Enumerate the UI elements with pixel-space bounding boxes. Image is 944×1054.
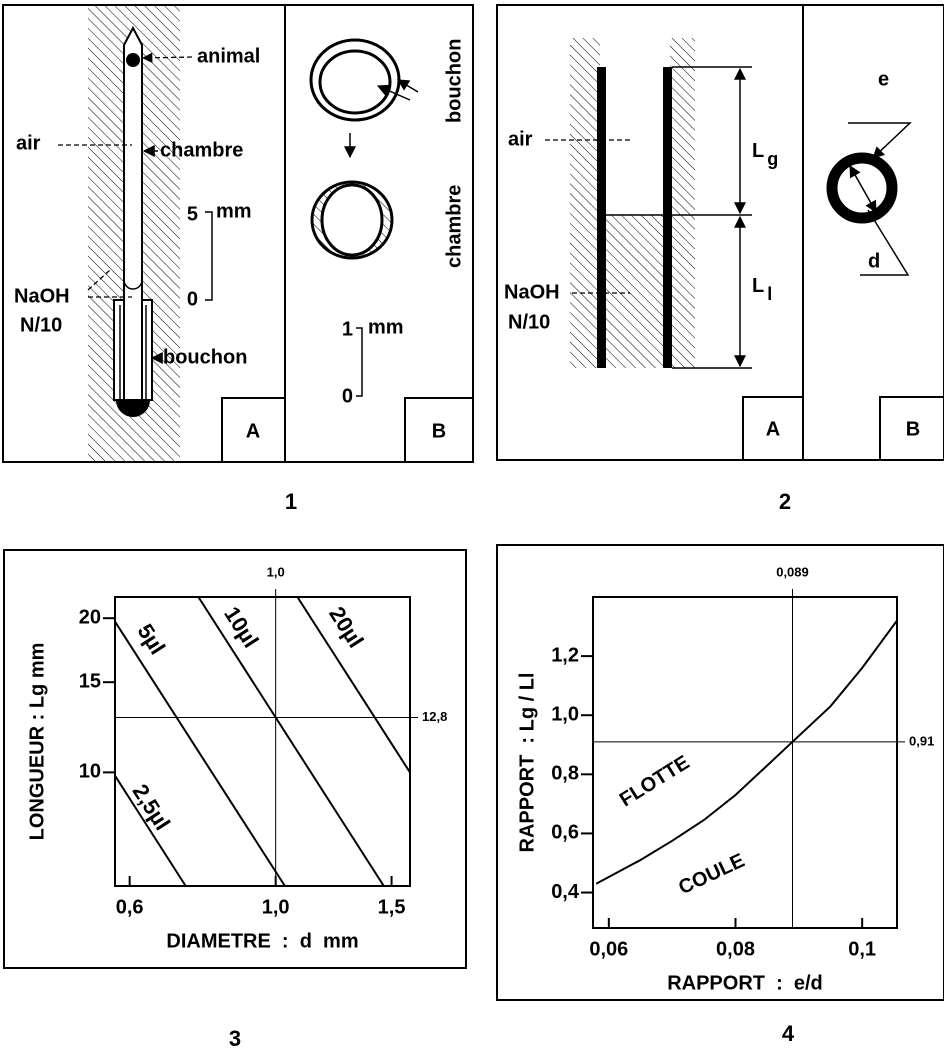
scale-label: 5	[187, 203, 198, 225]
x-tick-label: 1,0	[262, 896, 290, 918]
x-tick-label: 0,1	[848, 938, 876, 960]
caption: 2	[779, 489, 791, 514]
plot-box	[593, 597, 897, 928]
letter: L	[752, 140, 764, 162]
y-axis-label: RAPPORT : Lg / Ll	[516, 673, 538, 853]
frame	[497, 5, 944, 460]
reference-label: 0,91	[909, 733, 934, 748]
label: chambre	[160, 139, 243, 161]
label: N/10	[508, 311, 550, 333]
x-axis-label: RAPPORT : e/d	[667, 972, 823, 994]
label: air	[16, 132, 41, 154]
caption: 1	[285, 489, 297, 514]
x-tick-label: 1,5	[378, 896, 406, 918]
y-tick-label: 0,8	[551, 763, 579, 785]
caption: 4	[782, 1021, 795, 1046]
figure-page: animal air chambre 5 mm 0 NaOH N/10 bouc…	[0, 0, 944, 1054]
leader	[848, 123, 910, 158]
scale-bar	[356, 328, 362, 396]
scale-label: 0	[187, 288, 198, 310]
label: chambre	[443, 185, 465, 268]
subscript: l	[767, 284, 772, 304]
label: animal	[197, 45, 260, 67]
caption: 3	[229, 1026, 241, 1051]
label: d	[868, 250, 880, 272]
tube-wall	[597, 67, 606, 368]
x-tick-label: 0,6	[116, 896, 144, 918]
subscript: g	[767, 149, 778, 169]
label: e	[878, 68, 889, 90]
y-tick-label: 0,6	[551, 822, 579, 844]
label: NaOH	[14, 285, 70, 307]
y-tick-label: 15	[79, 670, 101, 692]
panel-tag: A	[246, 420, 260, 442]
leader	[398, 80, 418, 92]
x-axis-label: DIAMETRE : d mm	[166, 930, 358, 952]
series-label: 5µl	[133, 619, 171, 659]
y-tick-label: 0,4	[551, 881, 580, 903]
label: air	[508, 128, 533, 150]
hatch-area	[570, 38, 600, 368]
section-ring	[320, 51, 390, 113]
series-line	[115, 622, 285, 886]
scale-label: 0	[342, 385, 353, 407]
reference-label: 1,0	[267, 564, 285, 579]
scale-unit: mm	[368, 316, 404, 338]
series-label: 20µl	[324, 602, 368, 652]
y-tick-label: 1,0	[551, 703, 579, 725]
y-tick-label: 1,2	[551, 644, 579, 666]
dimension	[850, 166, 876, 212]
section-ring	[322, 185, 382, 255]
scale-label: 1	[342, 318, 353, 340]
label: bouchon	[443, 39, 465, 123]
figure-1: animal air chambre 5 mm 0 NaOH N/10 bouc…	[3, 5, 473, 514]
reference-label: 12,8	[422, 709, 447, 724]
x-tick-label: 0,06	[589, 938, 628, 960]
series-line	[596, 621, 897, 884]
hatch-area	[670, 38, 695, 368]
tube	[124, 28, 142, 400]
y-tick-label: 10	[79, 761, 101, 783]
frame	[3, 5, 473, 462]
animal-dot	[126, 53, 140, 67]
y-tick-label: 20	[79, 606, 101, 628]
series-label: 10µl	[219, 602, 263, 652]
annotation: FLOTTE	[616, 751, 694, 811]
panel-tag: A	[766, 418, 780, 440]
label: NaOH	[504, 281, 560, 303]
scale-bar	[205, 212, 212, 300]
tube-wall	[663, 67, 672, 368]
label: N/10	[20, 314, 62, 336]
hatch-area	[606, 215, 663, 368]
y-axis-label: LONGUEUR : Lg mm	[26, 643, 48, 841]
x-tick-label: 0,08	[716, 938, 755, 960]
label: bouchon	[163, 346, 247, 368]
scale-unit: mm	[216, 200, 252, 222]
letter: L	[752, 275, 764, 297]
annotation: COULE	[675, 850, 748, 900]
panel-tag: B	[906, 418, 920, 440]
reference-label: 0,089	[776, 564, 809, 579]
panel-tag: B	[432, 420, 446, 442]
